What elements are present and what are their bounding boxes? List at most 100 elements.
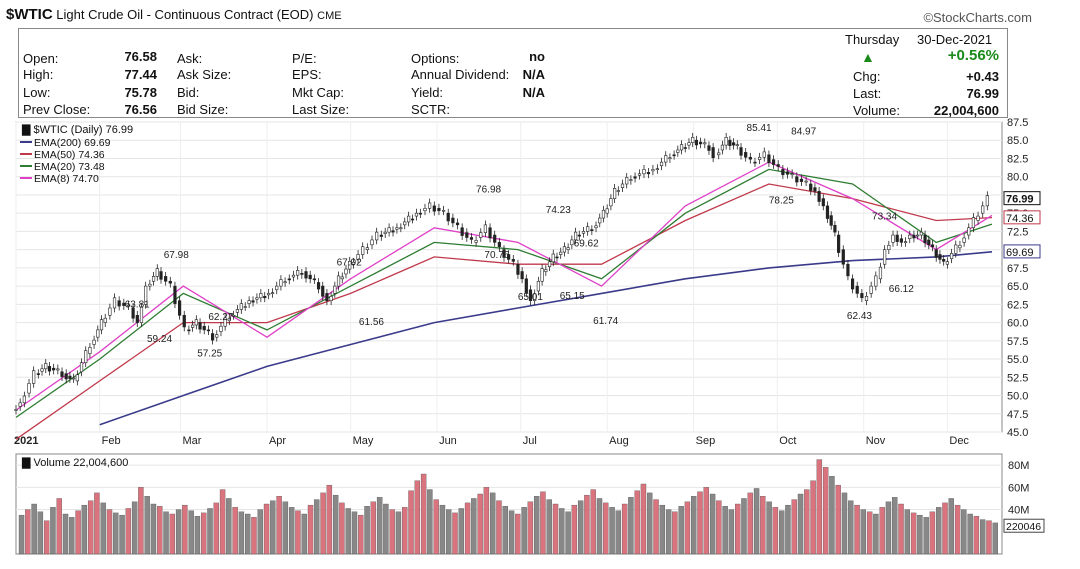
x-tick-label: Sep	[696, 435, 716, 447]
price-candle	[239, 303, 243, 310]
price-candle	[333, 285, 337, 294]
volume-last-label: 220046	[1006, 521, 1041, 533]
price-candle	[92, 339, 96, 345]
price-candle	[40, 368, 44, 372]
last-size-label: Last Size:	[292, 102, 350, 117]
chg-value: +0.43	[966, 69, 999, 84]
eps-label: EPS:	[292, 67, 322, 82]
price-candle	[243, 306, 247, 308]
price-candle	[56, 368, 60, 371]
price-candle	[488, 227, 492, 239]
symbol: $WTIC	[6, 6, 53, 23]
volume-bar	[251, 517, 257, 555]
ema8-line	[15, 161, 993, 411]
price-candle	[312, 278, 316, 281]
price-candle	[251, 300, 255, 303]
price-candle	[573, 231, 578, 241]
price-candle	[707, 145, 711, 151]
y-tick-label: 80.0	[1007, 172, 1028, 184]
price-candle	[32, 370, 36, 384]
volume-bar	[446, 509, 452, 555]
price-candle	[502, 249, 506, 258]
price-candle	[414, 212, 419, 217]
last-value-box	[1003, 244, 1041, 259]
volume-bar	[257, 509, 263, 555]
volume-bar	[521, 507, 527, 555]
price-candle	[275, 285, 279, 291]
price-candle	[64, 373, 68, 380]
price-candle	[22, 395, 26, 404]
volume-bar	[936, 507, 942, 555]
price-candle	[215, 334, 219, 338]
price-candle	[520, 271, 524, 280]
price-candle	[198, 322, 202, 330]
price-candle	[967, 227, 971, 236]
price-candle	[182, 314, 186, 328]
x-tick-label: Apr	[269, 435, 286, 447]
x-tick-label: Jul	[523, 435, 537, 447]
exchange: CME	[317, 10, 342, 22]
price-candle	[703, 142, 707, 145]
price-candle	[767, 154, 771, 163]
volume-bar	[577, 500, 584, 555]
annual-dividend-label: Annual Dividend:	[411, 67, 510, 82]
price-candle	[916, 234, 920, 237]
price-candle	[231, 314, 236, 317]
volume-bar	[659, 504, 666, 555]
price-chart[interactable]: 87.585.082.580.077.575.072.570.067.565.0…	[0, 118, 1080, 450]
y-tick-label: 87.5	[1007, 118, 1028, 129]
prev-close-label: Prev Close:	[23, 102, 91, 117]
price-candle	[687, 142, 691, 146]
price-candle	[883, 249, 887, 265]
price-candle	[581, 231, 586, 234]
price-candle	[267, 293, 271, 296]
volume-bar	[50, 507, 56, 555]
price-candle	[210, 333, 215, 341]
volume-bar	[339, 502, 345, 555]
volume-bar	[295, 510, 301, 555]
volume-bar	[942, 502, 948, 555]
price-annotation: 59.24	[147, 334, 172, 345]
price-candle	[283, 281, 287, 284]
volume-bar	[395, 511, 402, 555]
volume-bar	[144, 496, 150, 555]
volume-bar	[113, 512, 119, 555]
legend-entry: EMA(20) 73.48	[34, 161, 105, 173]
volume-bar	[125, 508, 132, 555]
y-tick-label: 65.0	[1007, 281, 1028, 293]
volume-bar	[383, 503, 389, 555]
volume-bar	[119, 514, 125, 555]
price-candle	[753, 161, 757, 164]
ema200-line	[99, 251, 993, 426]
volume-chart[interactable]: 80M 60M 40M 220046 ▇ Volume 22,004,600	[0, 450, 1080, 560]
price-annotation: 69.62	[574, 238, 599, 249]
volume-bar	[263, 503, 270, 555]
price-candle	[493, 234, 497, 243]
volume-bar	[961, 509, 967, 555]
price-candle	[646, 172, 651, 175]
volume-bar	[980, 519, 986, 555]
volume-bar	[370, 501, 377, 555]
volume-bar	[157, 506, 163, 555]
price-candle	[437, 208, 441, 212]
x-tick-label: 2021	[14, 435, 38, 447]
price-candle	[821, 198, 825, 207]
volume-bar	[62, 513, 69, 555]
y-tick-label: 67.5	[1007, 263, 1028, 275]
volume-bar	[533, 496, 540, 555]
volume-bar	[18, 514, 25, 555]
price-candle	[497, 242, 501, 248]
volume-bar	[559, 508, 565, 555]
volume-bar	[138, 487, 144, 555]
price-candle	[112, 297, 117, 309]
price-candle	[850, 278, 855, 290]
brand-logo[interactable]: ©StockCharts.com	[923, 10, 1032, 25]
price-candle	[168, 280, 172, 284]
volume-bar	[87, 500, 94, 555]
price-candle	[528, 289, 533, 302]
volume-bar	[609, 507, 615, 555]
price-annotation: 78.25	[769, 195, 794, 206]
pct-change-value: +0.56%	[947, 47, 999, 64]
volume-bar	[621, 503, 628, 555]
price-candle	[465, 232, 469, 238]
